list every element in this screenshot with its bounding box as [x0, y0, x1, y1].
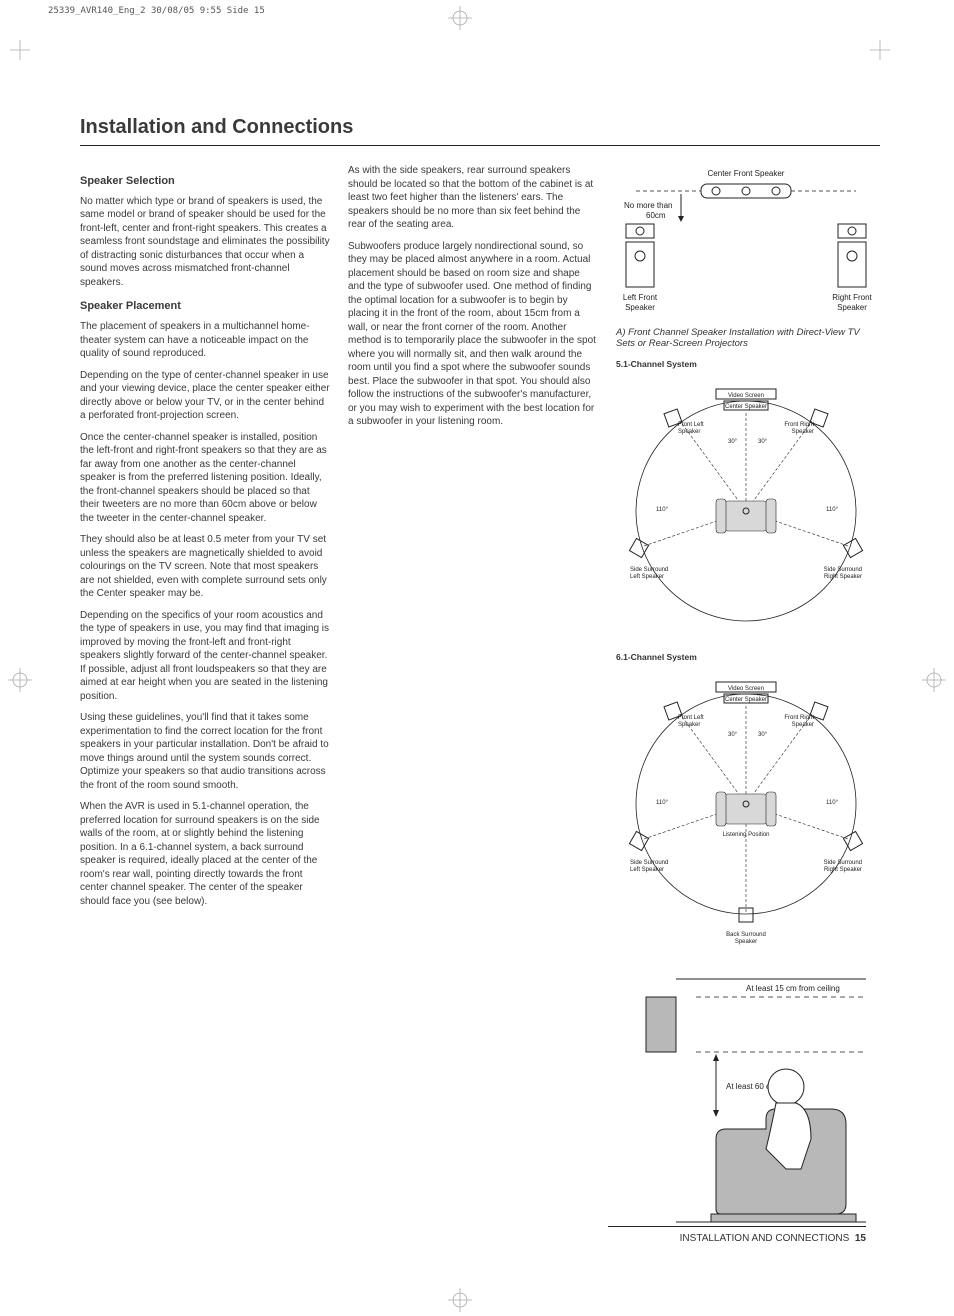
fig61-title: 6.1-Channel System: [616, 652, 876, 662]
para: Depending on the specifics of your room …: [80, 609, 330, 704]
figure-51: Video Screen Center Speaker Front LeftSp…: [616, 371, 876, 646]
svg-text:Center Speaker: Center Speaker: [725, 697, 767, 703]
svg-text:30°: 30°: [758, 732, 768, 738]
svg-text:At least 15 cm from ceiling: At least 15 cm from ceiling: [746, 984, 840, 993]
svg-text:Front LeftSpeaker: Front LeftSpeaker: [678, 422, 704, 435]
svg-text:Left FrontSpeaker: Left FrontSpeaker: [623, 293, 658, 312]
footer-text: INSTALLATION AND CONNECTIONS: [680, 1233, 850, 1244]
figure-a: Center Front Speaker No more than60cm Le…: [616, 164, 876, 319]
svg-text:30°: 30°: [758, 439, 768, 445]
svg-text:30°: 30°: [728, 732, 738, 738]
figure-61: Video Screen Center Speaker Front LeftSp…: [616, 664, 876, 969]
fig51-title: 5.1-Channel System: [616, 359, 876, 369]
para: Subwoofers produce largely nondirectiona…: [348, 240, 598, 429]
svg-text:Side SurroundLeft Speaker: Side SurroundLeft Speaker: [630, 860, 668, 873]
svg-text:Video Screen: Video Screen: [728, 393, 764, 399]
figA-top-label: Center Front Speaker: [708, 169, 785, 178]
para: No matter which type or brand of speaker…: [80, 195, 330, 290]
para: When the AVR is used in 5.1-channel oper…: [80, 800, 330, 908]
footer-page: 15: [855, 1233, 866, 1244]
svg-text:Video Screen: Video Screen: [728, 686, 764, 692]
figA-dist: No more than60cm: [624, 201, 672, 220]
svg-text:Center Speaker: Center Speaker: [725, 404, 767, 410]
column-2: As with the side speakers, rear surround…: [348, 164, 598, 1234]
page-title: Installation and Connections: [80, 116, 880, 146]
para: Using these guidelines, you'll find that…: [80, 711, 330, 792]
svg-text:110°: 110°: [826, 800, 839, 806]
svg-text:Side SurroundRight Speaker: Side SurroundRight Speaker: [824, 860, 862, 873]
column-1: Speaker Selection No matter which type o…: [80, 164, 330, 1234]
svg-text:Side SurroundRight Speaker: Side SurroundRight Speaker: [824, 567, 862, 580]
svg-text:Back SurroundSpeaker: Back SurroundSpeaker: [726, 932, 766, 945]
figure-a-caption: A) Front Channel Speaker Installation wi…: [616, 327, 876, 349]
svg-text:Front LeftSpeaker: Front LeftSpeaker: [678, 715, 704, 728]
heading-speaker-selection: Speaker Selection: [80, 174, 330, 189]
column-figures: Center Front Speaker No more than60cm Le…: [616, 164, 876, 1234]
para: The placement of speakers in a multichan…: [80, 320, 330, 361]
para: As with the side speakers, rear surround…: [348, 164, 598, 232]
svg-text:110°: 110°: [656, 800, 669, 806]
figure-height: At least 15 cm from ceiling At least 60 …: [616, 969, 876, 1234]
svg-text:Right FrontSpeaker: Right FrontSpeaker: [832, 293, 872, 312]
svg-text:30°: 30°: [728, 439, 738, 445]
page-footer: INSTALLATION AND CONNECTIONS 15: [608, 1226, 866, 1244]
svg-text:Side SurroundLeft Speaker: Side SurroundLeft Speaker: [630, 567, 668, 580]
para: Depending on the type of center-channel …: [80, 369, 330, 423]
svg-text:110°: 110°: [656, 507, 669, 513]
page-content: Installation and Connections Speaker Sel…: [80, 116, 880, 1234]
para: They should also be at least 0.5 meter f…: [80, 533, 330, 601]
para: Once the center-channel speaker is insta…: [80, 431, 330, 526]
svg-text:110°: 110°: [826, 507, 839, 513]
heading-speaker-placement: Speaker Placement: [80, 299, 330, 314]
